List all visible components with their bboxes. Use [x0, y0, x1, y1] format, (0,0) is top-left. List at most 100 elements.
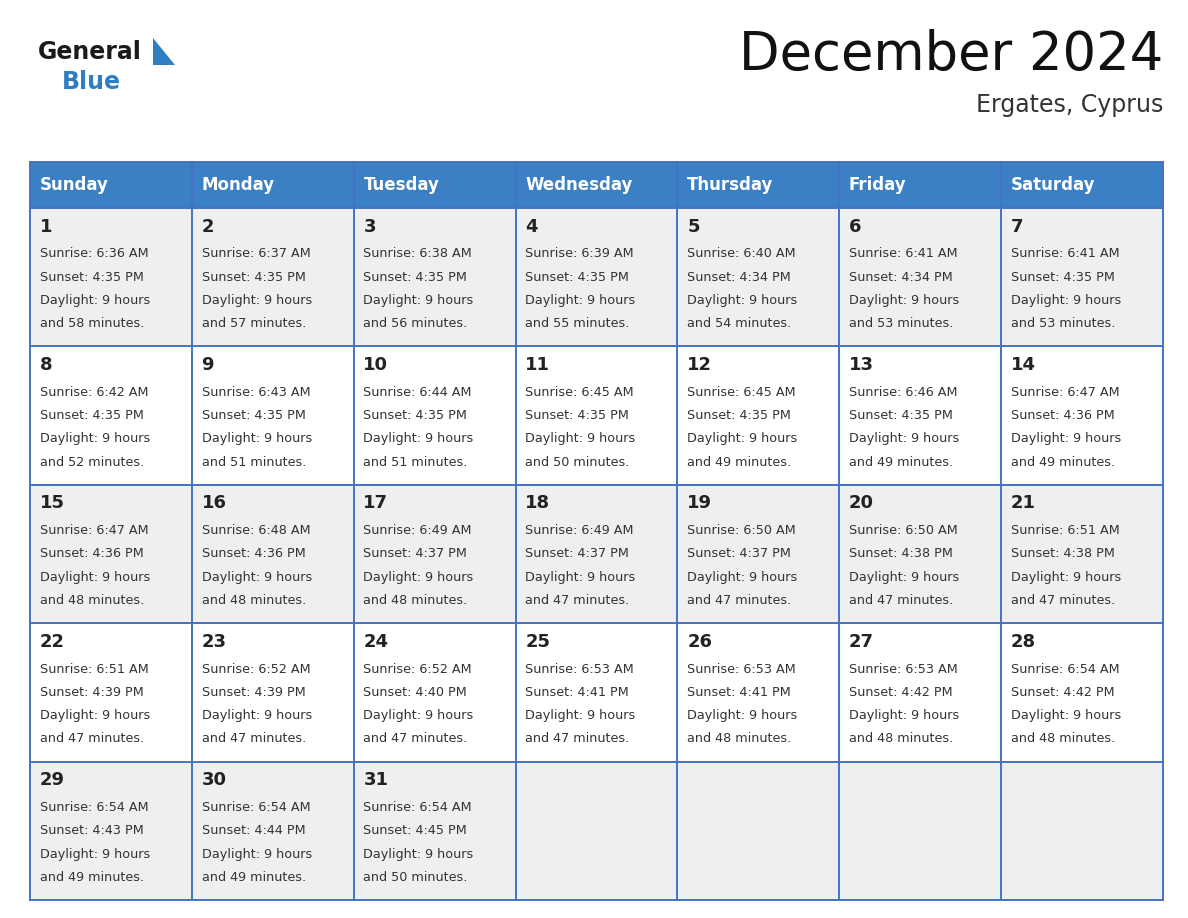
Text: Daylight: 9 hours: Daylight: 9 hours: [202, 571, 311, 584]
Text: Daylight: 9 hours: Daylight: 9 hours: [202, 847, 311, 860]
Text: General: General: [38, 40, 141, 64]
Bar: [677, 346, 839, 485]
Bar: [30, 623, 191, 762]
Text: and 51 minutes.: and 51 minutes.: [202, 455, 307, 468]
Text: Sunset: 4:35 PM: Sunset: 4:35 PM: [39, 409, 144, 422]
Text: and 49 minutes.: and 49 minutes.: [687, 455, 791, 468]
Text: Sunset: 4:35 PM: Sunset: 4:35 PM: [687, 409, 791, 422]
Text: Sunrise: 6:39 AM: Sunrise: 6:39 AM: [525, 248, 634, 261]
Bar: [516, 762, 677, 900]
Text: Daylight: 9 hours: Daylight: 9 hours: [849, 571, 959, 584]
Text: Sunrise: 6:54 AM: Sunrise: 6:54 AM: [1011, 663, 1119, 676]
Bar: [516, 162, 677, 208]
Text: Sunrise: 6:54 AM: Sunrise: 6:54 AM: [202, 801, 310, 814]
Text: 24: 24: [364, 633, 388, 651]
Bar: [354, 762, 516, 900]
Text: Sunrise: 6:40 AM: Sunrise: 6:40 AM: [687, 248, 796, 261]
Text: 12: 12: [687, 356, 712, 375]
Text: Sunset: 4:36 PM: Sunset: 4:36 PM: [1011, 409, 1114, 422]
Text: 5: 5: [687, 218, 700, 236]
Text: Sunrise: 6:45 AM: Sunrise: 6:45 AM: [687, 386, 796, 398]
Text: Sunset: 4:37 PM: Sunset: 4:37 PM: [687, 547, 791, 561]
Text: Sunrise: 6:53 AM: Sunrise: 6:53 AM: [687, 663, 796, 676]
Text: 9: 9: [202, 356, 214, 375]
Text: Sunrise: 6:53 AM: Sunrise: 6:53 AM: [525, 663, 634, 676]
Text: and 47 minutes.: and 47 minutes.: [525, 733, 630, 745]
Text: and 57 minutes.: and 57 minutes.: [202, 318, 307, 330]
Bar: [191, 762, 354, 900]
Text: Sunset: 4:37 PM: Sunset: 4:37 PM: [364, 547, 467, 561]
Text: Sunrise: 6:51 AM: Sunrise: 6:51 AM: [1011, 524, 1119, 537]
Text: Sunrise: 6:51 AM: Sunrise: 6:51 AM: [39, 663, 148, 676]
Text: Daylight: 9 hours: Daylight: 9 hours: [202, 294, 311, 307]
Text: and 58 minutes.: and 58 minutes.: [39, 318, 144, 330]
Text: Sunset: 4:35 PM: Sunset: 4:35 PM: [525, 271, 630, 284]
Text: and 48 minutes.: and 48 minutes.: [364, 594, 468, 607]
Text: Thursday: Thursday: [687, 176, 773, 194]
Text: and 51 minutes.: and 51 minutes.: [364, 455, 468, 468]
Text: Sunrise: 6:46 AM: Sunrise: 6:46 AM: [849, 386, 958, 398]
Text: Sunset: 4:40 PM: Sunset: 4:40 PM: [364, 686, 467, 699]
Text: Daylight: 9 hours: Daylight: 9 hours: [849, 432, 959, 445]
Text: 25: 25: [525, 633, 550, 651]
Text: Sunrise: 6:54 AM: Sunrise: 6:54 AM: [39, 801, 148, 814]
Text: 16: 16: [202, 495, 227, 512]
Text: and 49 minutes.: and 49 minutes.: [39, 871, 144, 884]
Text: Sunrise: 6:53 AM: Sunrise: 6:53 AM: [849, 663, 958, 676]
Bar: [677, 623, 839, 762]
Text: Sunset: 4:35 PM: Sunset: 4:35 PM: [202, 271, 305, 284]
Text: 4: 4: [525, 218, 538, 236]
Text: 17: 17: [364, 495, 388, 512]
Text: 31: 31: [364, 771, 388, 789]
Text: Sunday: Sunday: [39, 176, 108, 194]
Bar: [839, 208, 1001, 346]
Bar: [1001, 208, 1163, 346]
Text: Sunset: 4:39 PM: Sunset: 4:39 PM: [202, 686, 305, 699]
Text: 6: 6: [849, 218, 861, 236]
Text: Daylight: 9 hours: Daylight: 9 hours: [202, 709, 311, 722]
Text: Sunset: 4:42 PM: Sunset: 4:42 PM: [849, 686, 953, 699]
Text: 10: 10: [364, 356, 388, 375]
Bar: [677, 485, 839, 623]
Bar: [30, 208, 191, 346]
Bar: [191, 623, 354, 762]
Text: Sunset: 4:41 PM: Sunset: 4:41 PM: [687, 686, 791, 699]
Bar: [191, 208, 354, 346]
Text: Sunset: 4:35 PM: Sunset: 4:35 PM: [1011, 271, 1114, 284]
Text: and 47 minutes.: and 47 minutes.: [1011, 594, 1116, 607]
Bar: [354, 208, 516, 346]
Text: Daylight: 9 hours: Daylight: 9 hours: [849, 709, 959, 722]
Text: Daylight: 9 hours: Daylight: 9 hours: [1011, 432, 1121, 445]
Text: Tuesday: Tuesday: [364, 176, 440, 194]
Text: Daylight: 9 hours: Daylight: 9 hours: [39, 571, 150, 584]
Bar: [677, 162, 839, 208]
Bar: [30, 485, 191, 623]
Text: 15: 15: [39, 495, 64, 512]
Text: 20: 20: [849, 495, 874, 512]
Text: Sunset: 4:35 PM: Sunset: 4:35 PM: [849, 409, 953, 422]
Text: Sunset: 4:36 PM: Sunset: 4:36 PM: [202, 547, 305, 561]
Text: Daylight: 9 hours: Daylight: 9 hours: [1011, 294, 1121, 307]
Text: Daylight: 9 hours: Daylight: 9 hours: [525, 432, 636, 445]
Text: Sunset: 4:35 PM: Sunset: 4:35 PM: [364, 409, 467, 422]
Text: December 2024: December 2024: [739, 29, 1163, 81]
Bar: [1001, 346, 1163, 485]
Text: Sunrise: 6:44 AM: Sunrise: 6:44 AM: [364, 386, 472, 398]
Text: Sunset: 4:37 PM: Sunset: 4:37 PM: [525, 547, 630, 561]
Text: Daylight: 9 hours: Daylight: 9 hours: [687, 432, 797, 445]
Text: Daylight: 9 hours: Daylight: 9 hours: [39, 847, 150, 860]
Text: Daylight: 9 hours: Daylight: 9 hours: [687, 709, 797, 722]
Bar: [354, 162, 516, 208]
Text: Sunrise: 6:47 AM: Sunrise: 6:47 AM: [39, 524, 148, 537]
Text: Sunset: 4:39 PM: Sunset: 4:39 PM: [39, 686, 144, 699]
Text: 13: 13: [849, 356, 874, 375]
Text: 30: 30: [202, 771, 227, 789]
Text: 22: 22: [39, 633, 64, 651]
Text: 27: 27: [849, 633, 874, 651]
Bar: [516, 485, 677, 623]
Text: Sunset: 4:35 PM: Sunset: 4:35 PM: [525, 409, 630, 422]
Text: and 54 minutes.: and 54 minutes.: [687, 318, 791, 330]
Text: Sunset: 4:38 PM: Sunset: 4:38 PM: [849, 547, 953, 561]
Text: Sunrise: 6:42 AM: Sunrise: 6:42 AM: [39, 386, 148, 398]
Text: Wednesday: Wednesday: [525, 176, 633, 194]
